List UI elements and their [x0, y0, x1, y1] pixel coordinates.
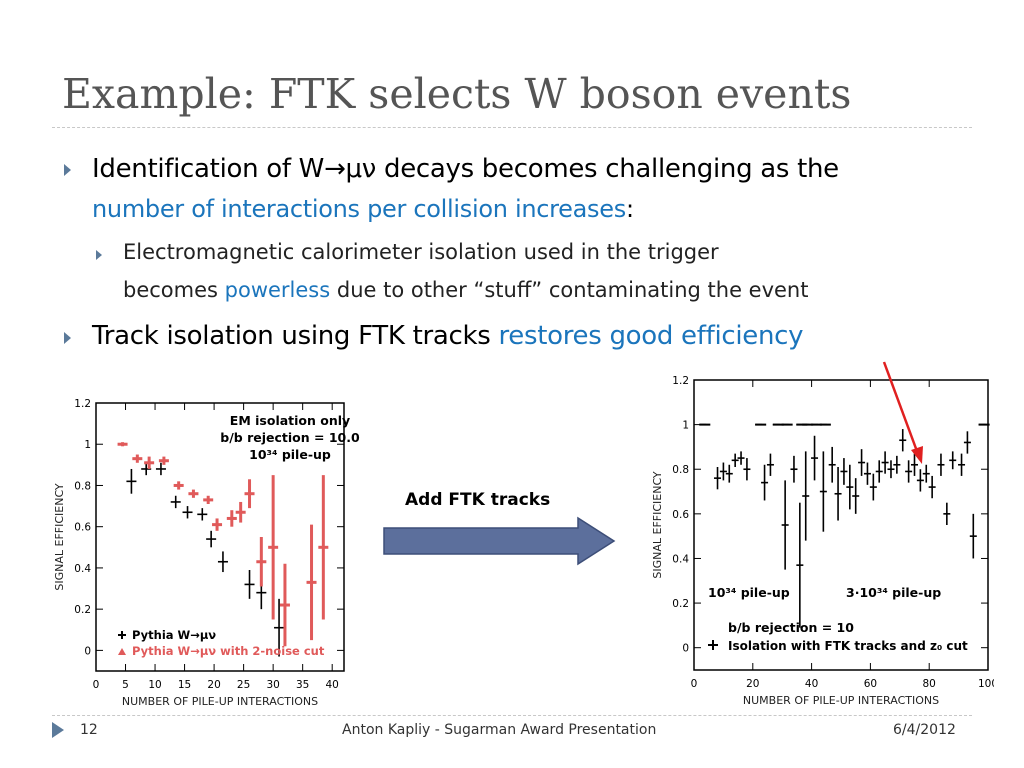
x-tick-label: 30 — [266, 679, 279, 691]
bullet-1-line-1: Identification of W→μν decays becomes ch… — [92, 154, 839, 184]
sub-bullet-line-2: becomes powerless due to other “stuff” c… — [123, 278, 808, 302]
y-tick-label: 0.2 — [74, 604, 91, 616]
powerless-text: powerless — [224, 278, 331, 302]
y-tick-label: 0.8 — [74, 480, 91, 492]
bullet-1-colon: : — [625, 195, 634, 223]
y-tick-label: 0 — [84, 645, 91, 657]
legend-label: Isolation with FTK tracks and z₀ cut — [728, 639, 968, 653]
sub-bullet-tail: due to other “stuff” contaminating the e… — [330, 278, 809, 302]
y-axis-label: SIGNAL EFFICIENCY — [651, 471, 664, 579]
annotation: 10³⁴ pile-up — [708, 585, 790, 600]
ftk-isolation-chart: 0 20 40 60 80 100 0 0.2 0.4 0.6 0.8 1 1.2 NUMBER OF P… — [651, 375, 994, 707]
annotation: 10³⁴ pile-up — [249, 447, 331, 462]
annotation: EM isolation only — [230, 413, 350, 428]
slide-title: Example: FTK selects W boson events — [62, 70, 852, 118]
x-axis-label: NUMBER OF PILE-UP INTERACTIONS — [122, 695, 318, 708]
bullet-2-text: Track isolation using FTK tracks — [92, 321, 499, 351]
x-tick-label: 10 — [148, 679, 161, 691]
y-tick-label: 0 — [682, 643, 689, 655]
y-tick-label: 1.2 — [672, 375, 689, 387]
y-axis-label: SIGNAL EFFICIENCY — [53, 483, 66, 591]
y-tick-label: 1 — [84, 439, 91, 451]
arrow-label: Add FTK tracks — [405, 490, 551, 510]
x-tick-label: 40 — [805, 678, 818, 690]
y-tick-label: 0.4 — [672, 553, 689, 565]
sub-bullet-head: becomes — [123, 278, 225, 302]
footer-presenter: Anton Kapliy - Sugarman Award Presentati… — [342, 722, 657, 738]
y-tick-label: 1.2 — [74, 398, 91, 410]
annotation: 3·10³⁴ pile-up — [846, 585, 941, 600]
em-isolation-chart: 0 5 10 15 20 25 30 35 40 0 0.2 0.4 0.6 0.8 1 1.2 NUMBER … — [53, 398, 360, 708]
restores-efficiency-text: restores good efficiency — [498, 321, 804, 351]
y-tick-label: 0.6 — [672, 509, 689, 521]
plot-frame — [95, 402, 345, 672]
bullet-arrow-icon — [64, 332, 71, 344]
y-tick-label: 0.8 — [672, 464, 689, 476]
pointer-arrow-icon — [882, 361, 923, 464]
y-tick-label: 0.6 — [74, 522, 91, 534]
annotation: b/b rejection = 10 — [728, 620, 854, 635]
x-tick-label: 60 — [864, 678, 877, 690]
bullet-1-line-2: number of interactions per collision inc… — [92, 195, 634, 223]
x-tick-label: 5 — [122, 679, 129, 691]
page-number: 12 — [80, 722, 98, 738]
legend-marker — [118, 648, 126, 655]
legend-label: Pythia W→μν with 2-noise cut — [132, 644, 325, 658]
sub-bullet-arrow-icon — [96, 250, 102, 260]
bullet-2: Track isolation using FTK tracks restore… — [92, 321, 804, 351]
x-tick-label: 20 — [746, 678, 759, 690]
sub-bullet-line-1: Electromagnetic calorimeter isolation us… — [123, 240, 719, 264]
x-tick-label: 80 — [923, 678, 936, 690]
y-tick-label: 1 — [682, 420, 689, 432]
y-tick-label: 0.2 — [672, 598, 689, 610]
x-tick-label: 0 — [691, 678, 698, 690]
x-axis-label: NUMBER OF PILE-UP INTERACTIONS — [743, 694, 939, 707]
x-tick-label: 40 — [326, 679, 339, 691]
footer-date: 6/4/2012 — [893, 722, 956, 738]
x-tick-label: 20 — [207, 679, 220, 691]
x-tick-label: 35 — [296, 679, 309, 691]
footer-divider — [52, 715, 972, 716]
legend-label: Pythia W→μν — [132, 628, 216, 642]
footer-triangle-icon — [52, 722, 64, 738]
annotation: b/b rejection = 10.0 — [220, 430, 360, 445]
title-divider — [52, 127, 972, 128]
bullet-arrow-icon — [64, 164, 71, 176]
x-tick-label: 15 — [178, 679, 191, 691]
right-arrow-icon — [383, 516, 616, 566]
x-tick-label: 0 — [93, 679, 100, 691]
x-tick-label: 25 — [237, 679, 250, 691]
plot-frame — [693, 379, 989, 671]
x-tick-label: 100 — [978, 678, 994, 690]
y-tick-label: 0.4 — [74, 563, 91, 575]
highlight-text: number of interactions per collision inc… — [92, 195, 626, 223]
